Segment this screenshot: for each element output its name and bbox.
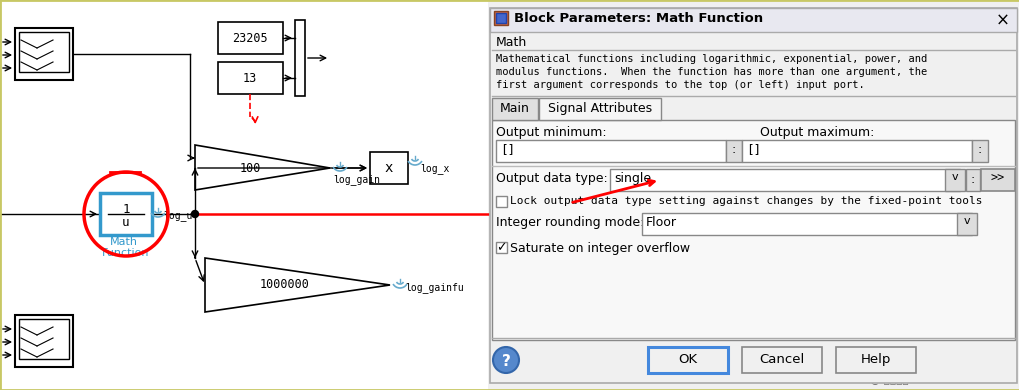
- Text: @ 輩声频语: @ 輩声频语: [869, 375, 908, 385]
- Text: ?: ?: [501, 354, 510, 369]
- Bar: [944, 169, 964, 191]
- Bar: [491, 98, 537, 120]
- Text: Output data type:: Output data type:: [495, 172, 607, 185]
- Bar: [19, 319, 69, 359]
- Polygon shape: [205, 258, 389, 312]
- Text: 23205: 23205: [232, 32, 268, 44]
- Text: Mathematical functions including logarithmic, exponential, power, and: Mathematical functions including logarit…: [495, 54, 926, 64]
- Text: Saturate on integer overflow: Saturate on integer overflow: [510, 242, 690, 255]
- Bar: [538, 98, 660, 120]
- Bar: [641, 213, 971, 235]
- Circle shape: [192, 211, 199, 218]
- Text: u: u: [122, 216, 129, 229]
- Text: log_u: log_u: [163, 210, 193, 221]
- Bar: [15, 28, 73, 80]
- Bar: [489, 8, 1016, 383]
- Text: 1: 1: [122, 203, 129, 216]
- Text: first argument corresponds to the top (or left) input port.: first argument corresponds to the top (o…: [495, 80, 864, 90]
- Text: >>: >>: [989, 172, 1004, 185]
- Text: Help: Help: [860, 353, 891, 366]
- Bar: [495, 196, 506, 207]
- Bar: [495, 13, 505, 23]
- Text: v: v: [963, 216, 969, 226]
- Bar: [609, 169, 959, 191]
- Bar: [980, 169, 1014, 191]
- Text: single: single: [613, 172, 650, 185]
- Bar: [726, 140, 741, 162]
- Text: []: []: [745, 143, 760, 156]
- Text: Output minimum:: Output minimum:: [495, 126, 606, 139]
- Text: 13: 13: [243, 71, 257, 85]
- Bar: [487, 0, 1019, 390]
- Bar: [741, 347, 821, 373]
- Bar: [971, 140, 987, 162]
- Bar: [956, 213, 976, 235]
- Bar: [489, 8, 1016, 32]
- Text: log_gain: log_gain: [332, 174, 380, 185]
- Bar: [647, 347, 728, 373]
- Bar: [495, 140, 726, 162]
- Text: Main: Main: [499, 102, 530, 115]
- Text: ×: ×: [996, 12, 1009, 30]
- Text: log_x: log_x: [420, 163, 449, 174]
- Bar: [19, 32, 69, 72]
- Text: log_gainfu: log_gainfu: [405, 282, 464, 293]
- Text: :: :: [732, 143, 736, 156]
- Text: Signal Attributes: Signal Attributes: [547, 102, 651, 115]
- Bar: [495, 242, 506, 253]
- Bar: [493, 11, 507, 25]
- Text: Math: Math: [495, 36, 527, 49]
- Bar: [15, 315, 73, 367]
- Bar: [370, 152, 408, 184]
- Text: []: []: [499, 143, 515, 156]
- Bar: [741, 140, 971, 162]
- Text: Integer rounding mode:: Integer rounding mode:: [495, 216, 644, 229]
- Text: :: :: [970, 173, 974, 186]
- Text: Output maximum:: Output maximum:: [759, 126, 873, 139]
- Bar: [100, 193, 152, 235]
- Bar: [965, 169, 979, 191]
- Text: Floor: Floor: [645, 216, 677, 229]
- Bar: [294, 20, 305, 96]
- Text: v: v: [951, 172, 958, 182]
- Bar: [218, 62, 282, 94]
- Bar: [836, 347, 915, 373]
- Text: x: x: [384, 161, 392, 175]
- Text: ✓: ✓: [495, 241, 506, 254]
- Text: modulus functions.  When the function has more than one argument, the: modulus functions. When the function has…: [495, 67, 926, 77]
- Bar: [491, 120, 1014, 340]
- Text: 1000000: 1000000: [260, 278, 310, 291]
- Text: :: :: [977, 143, 981, 156]
- Text: Block Parameters: Math Function: Block Parameters: Math Function: [514, 12, 762, 25]
- Bar: [0, 0, 487, 390]
- Polygon shape: [195, 145, 330, 190]
- Text: Lock output data type setting against changes by the fixed-point tools: Lock output data type setting against ch…: [510, 196, 981, 206]
- Text: Function: Function: [102, 248, 150, 258]
- Bar: [218, 22, 282, 54]
- Text: Math: Math: [110, 237, 138, 247]
- Text: OK: OK: [678, 353, 697, 366]
- Text: 100: 100: [239, 161, 261, 174]
- Text: Cancel: Cancel: [758, 353, 804, 366]
- Circle shape: [492, 347, 519, 373]
